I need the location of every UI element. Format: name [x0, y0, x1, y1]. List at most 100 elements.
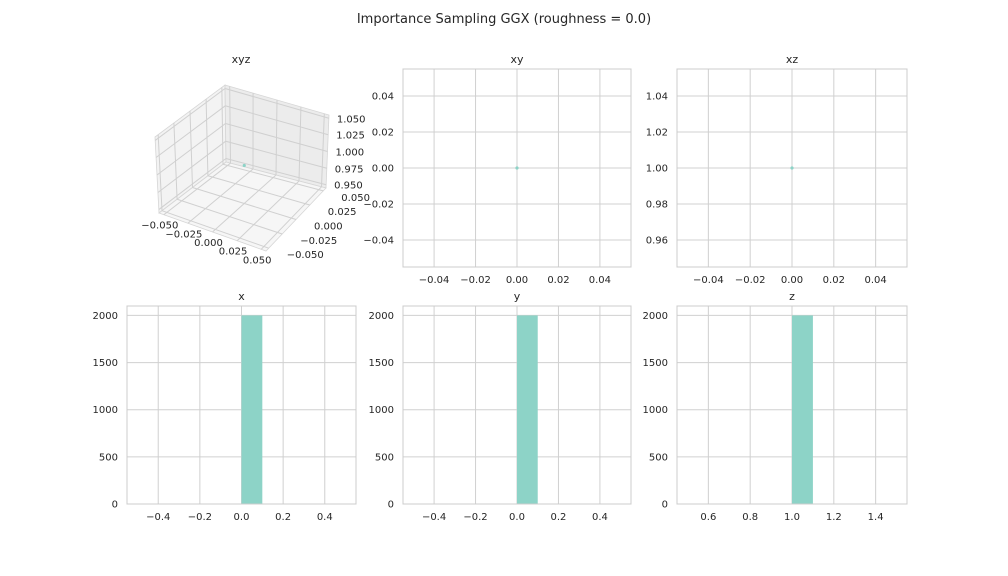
- axes-frame: [402, 305, 632, 505]
- subplot-title: z: [789, 290, 795, 303]
- subplot-title: x: [238, 290, 245, 303]
- left-gridline: [221, 87, 224, 165]
- x-tick-label: −0.025: [165, 229, 202, 240]
- y-tick-label: 0.04: [372, 92, 394, 103]
- floor-gridline: [222, 163, 324, 192]
- y-tick-label: 1.02: [646, 128, 668, 139]
- scatter-point: [515, 166, 519, 170]
- left-gridline: [154, 88, 226, 141]
- back-gridline: [298, 106, 302, 181]
- floor-gridline: [236, 180, 300, 242]
- y-tick-label: 0: [662, 500, 668, 511]
- y-tick-label: 2000: [369, 311, 394, 322]
- z-tick-label: 0.950: [334, 181, 363, 192]
- y-tick-label: 1500: [643, 358, 668, 369]
- y-tick-label: 1000: [93, 405, 118, 416]
- x-tick-label: 0.4: [317, 512, 333, 523]
- back-gridline: [225, 123, 328, 152]
- y-tick-label: 1000: [643, 405, 668, 416]
- x-tick-label: −0.4: [422, 512, 446, 523]
- z-tick-label: 1.050: [337, 114, 366, 125]
- x-tick-label: 0.4: [592, 512, 608, 523]
- back-gridline: [225, 105, 329, 136]
- left-gridline: [156, 123, 226, 176]
- x-tick-label: 0.04: [865, 275, 887, 286]
- subplot-title: xy: [510, 53, 524, 66]
- x-tick-label: 0.6: [700, 512, 716, 523]
- y-tick-label: 1.04: [646, 92, 668, 103]
- pane-floor: [158, 161, 327, 252]
- x-tick-label: 1.4: [868, 512, 884, 523]
- y-tick-label: 2000: [643, 311, 668, 322]
- x-tick-label: −0.04: [693, 275, 724, 286]
- figure-title: Importance Sampling GGX (roughness = 0.0…: [357, 12, 651, 27]
- y-tick-label: 2000: [93, 311, 118, 322]
- back-gridline: [321, 113, 325, 187]
- subplot-title: y: [514, 290, 521, 303]
- x-tick-label: 0.02: [823, 275, 845, 286]
- y-tick-label: 0.000: [314, 222, 343, 233]
- z-tick-label: 0.975: [335, 164, 364, 175]
- subplot-x: −0.4 −0.2 0.0 0.2 0.4 0 500 1000 1500 2000 x: [93, 290, 357, 523]
- subplot-xy: −0.04 −0.02 0.00 0.02 0.04 −0.04 −0.02 0.00 0.02…: [363, 53, 632, 286]
- x-tick-label: −0.2: [463, 512, 487, 523]
- x-tick-label: 0.00: [506, 275, 528, 286]
- axes-frame: [676, 68, 908, 268]
- y-tick-label: 1500: [369, 358, 394, 369]
- x-tick-label: 1.0: [784, 512, 800, 523]
- histogram-bar: [241, 315, 263, 504]
- x-tick-label: −0.04: [419, 275, 450, 286]
- histogram-bar: [792, 315, 813, 504]
- y-tick-label: 1.00: [646, 164, 668, 175]
- y-tick-label: 500: [649, 452, 668, 463]
- x-tick-label: −0.2: [188, 512, 212, 523]
- y-tick-label: −0.025: [300, 236, 337, 247]
- x-tick-label: 0.0: [509, 512, 525, 523]
- x-tick-label: 0.02: [547, 275, 569, 286]
- y-tick-label: −0.04: [363, 236, 394, 247]
- y-tick-label: 500: [99, 452, 118, 463]
- x-tick-label: −0.02: [735, 275, 766, 286]
- floor-gridline: [192, 187, 297, 220]
- y-tick-label: 0.96: [646, 236, 668, 247]
- subplot-y: −0.4 −0.2 0.0 0.2 0.4 0 500 1000 1500 2000 y: [369, 290, 632, 523]
- scatter-point-3d: [242, 163, 246, 168]
- left-gridline: [155, 105, 226, 158]
- x-tick-label: 0.8: [742, 512, 758, 523]
- subplot-title: xyz: [232, 53, 251, 66]
- y-tick-label: 0: [388, 500, 394, 511]
- z-tick-label: 1.025: [336, 131, 365, 142]
- y-tick-label: 0.00: [372, 164, 394, 175]
- y-tick-label: 0.025: [328, 207, 357, 218]
- y-tick-label: 0.98: [646, 200, 668, 211]
- x-tick-label: 0.0: [234, 512, 250, 523]
- y-tick-label: 0.050: [341, 193, 370, 204]
- x-tick-label: 0.2: [275, 512, 291, 523]
- x-tick-label: 0.2: [551, 512, 567, 523]
- subplot-xz: −0.04 −0.02 0.00 0.02 0.04 0.96 0.98 1.00 1.02 1.…: [646, 53, 908, 286]
- x-tick-label: −0.02: [460, 275, 491, 286]
- x-tick-label: −0.050: [141, 221, 178, 232]
- left-gridline: [205, 99, 209, 176]
- x-tick-label: −0.4: [146, 512, 170, 523]
- axes-frame: [402, 68, 632, 268]
- x-tick-label: 0.04: [589, 275, 611, 286]
- x-tick-label: 0.000: [194, 238, 223, 249]
- subplot-title: xz: [786, 53, 799, 66]
- x-tick-label: 1.2: [826, 512, 842, 523]
- subplot-z: 0.6 0.8 1.0 1.2 1.4 0 500 1000 1500 2000 z: [643, 290, 908, 523]
- scatter-point: [790, 166, 794, 170]
- y-tick-label: 500: [375, 452, 394, 463]
- y-tick-label: 1500: [93, 358, 118, 369]
- y-tick-label: 1000: [369, 405, 394, 416]
- y-tick-label: 0.02: [372, 128, 394, 139]
- y-tick-label: −0.050: [287, 250, 324, 261]
- y-tick-label: −0.02: [363, 200, 394, 211]
- axes-frame: [676, 305, 908, 505]
- z-tick-label: 1.000: [336, 148, 365, 159]
- y-tick-label: 0: [112, 500, 118, 511]
- x-tick-label: 0.050: [243, 255, 272, 266]
